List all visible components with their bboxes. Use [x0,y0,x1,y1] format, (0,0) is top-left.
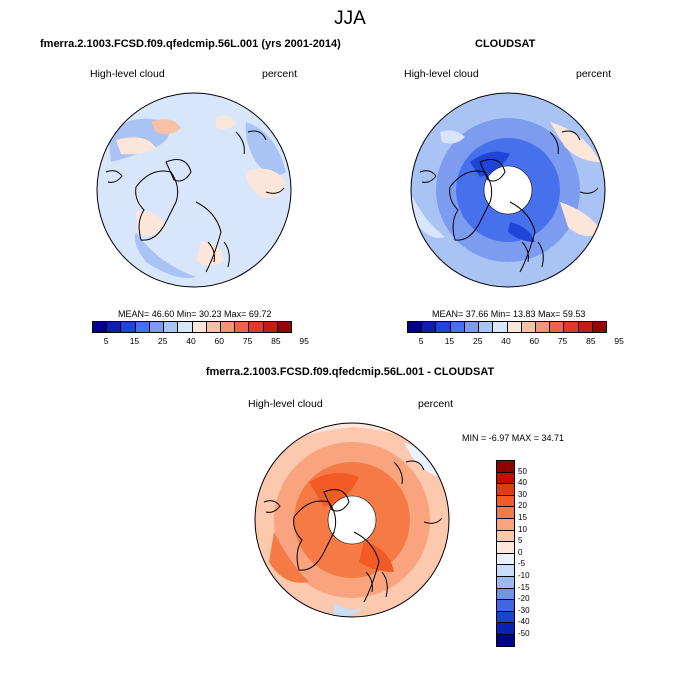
colorbar-swatch [408,322,423,332]
colorbar-swatch [550,322,565,332]
left-units-label: percent [262,68,298,80]
colorbar-swatch [178,322,193,332]
colorbar-tick-label: 75 [242,336,253,346]
colorbar-swatch [149,322,165,332]
colorbar-swatch [464,322,480,332]
left-polar-map [96,92,292,288]
colorbar-tick-label: 10 [518,524,527,534]
colorbar-swatch [206,322,221,332]
colorbar-tick-label: 0 [518,547,523,557]
colorbar-swatch [497,600,514,612]
colorbar-tick-label: 95 [299,336,309,346]
colorbar-swatch [135,322,150,332]
left-stats: MEAN= 46.60 Min= 30.23 Max= 69.72 [118,309,272,319]
colorbar-tick-label: 15 [444,336,455,346]
colorbar-swatch [277,322,292,332]
colorbar-swatch [220,322,236,332]
colorbar-swatch [497,553,514,566]
colorbar-tick-label: 30 [518,489,527,499]
colorbar-tick-label: 40 [186,336,196,346]
colorbar-tick-label: 25 [157,336,168,346]
colorbar-swatch [497,576,514,589]
colorbar-swatch [507,322,522,332]
colorbar-swatch [592,322,607,332]
colorbar-swatch [497,518,514,531]
colorbar-tick-label: -50 [518,629,530,638]
colorbar-tick-label: 75 [557,336,568,346]
colorbar-swatch [497,472,514,485]
colorbar-swatch [521,322,536,332]
colorbar-swatch [493,322,508,332]
colorbar-tick-label: 15 [518,513,527,522]
colorbar-swatch [497,484,514,496]
colorbar-swatch [497,530,514,543]
colorbar-swatch [497,507,514,519]
colorbar-swatch [497,611,514,624]
colorbar-tick-label: 20 [518,501,527,511]
colorbar-tick-label: -10 [518,571,530,580]
colorbar-swatch [450,322,465,332]
diff-colorbar [496,460,515,647]
colorbar-tick-label: 60 [529,336,540,346]
right-panel-title: CLOUDSAT [475,38,536,50]
colorbar-tick-label: 50 [518,466,527,476]
colorbar-tick-label: 25 [472,336,483,346]
right-units-label: percent [576,68,612,80]
colorbar-swatch [497,588,514,601]
colorbar-swatch [107,322,122,332]
colorbar-tick-label: 15 [129,336,140,346]
right-polar-map [410,92,606,288]
colorbar-swatch [497,542,514,554]
colorbar-tick-label: -30 [518,605,530,615]
colorbar-swatch [235,322,250,332]
colorbar-tick-label: 40 [501,336,511,346]
colorbar-tick-label: 5 [103,336,109,346]
diff-panel-title: fmerra.2.1003.FCSD.f09.qfedcmip.56L.001 … [205,366,495,378]
right-colorbar [407,321,607,333]
colorbar-swatch [479,322,494,332]
colorbar-swatch [422,322,437,332]
colorbar-swatch [263,322,278,332]
colorbar-tick-label: -5 [518,559,526,569]
colorbar-tick-label: -20 [518,594,530,604]
colorbar-tick-label: 85 [271,336,281,346]
colorbar-tick-label: 5 [418,336,424,346]
colorbar-swatch [121,322,136,332]
colorbar-tick-label: 40 [518,478,527,488]
colorbar-swatch [497,634,514,646]
colorbar-tick-label: 85 [586,336,596,346]
colorbar-swatch [164,322,179,332]
left-variable-label: High-level cloud [90,68,165,80]
diff-units-label: percent [418,398,454,410]
colorbar-tick-label: 95 [614,336,624,346]
colorbar-tick-label: 5 [518,536,523,546]
left-colorbar [92,321,292,333]
colorbar-tick-label: 60 [214,336,225,346]
colorbar-swatch [578,322,593,332]
diff-polar-map [254,422,450,618]
colorbar-tick-label: -40 [518,617,530,627]
right-variable-label: High-level cloud [404,68,479,80]
diff-variable-label: High-level cloud [248,398,323,410]
left-panel-title: fmerra.2.1003.FCSD.f09.qfedcmip.56L.001 … [40,38,341,50]
colorbar-swatch [436,322,451,332]
right-stats: MEAN= 37.66 Min= 13.83 Max= 59.53 [432,309,586,319]
colorbar-swatch [249,322,264,332]
colorbar-swatch [497,461,514,473]
colorbar-swatch [497,623,514,635]
figure-title: JJA [334,8,366,29]
colorbar-swatch [535,322,551,332]
colorbar-tick-label: -15 [518,582,530,592]
colorbar-swatch [497,495,514,508]
diff-stats: MIN = -6.97 MAX = 34.71 [462,433,565,443]
colorbar-swatch [497,565,514,577]
colorbar-swatch [564,322,579,332]
colorbar-swatch [93,322,108,332]
colorbar-swatch [192,322,207,332]
